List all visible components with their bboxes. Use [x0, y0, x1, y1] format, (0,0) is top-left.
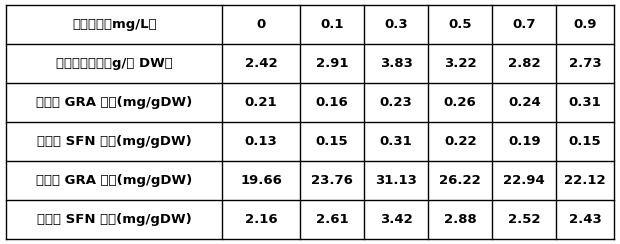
- Text: 26.22: 26.22: [440, 174, 481, 187]
- Text: 23.76: 23.76: [311, 174, 353, 187]
- Text: 2.42: 2.42: [245, 57, 277, 70]
- Text: 22.94: 22.94: [503, 174, 545, 187]
- Text: 0: 0: [257, 18, 266, 31]
- Text: 毛状根生物量（g/瓶 DW）: 毛状根生物量（g/瓶 DW）: [56, 57, 172, 70]
- Text: 0.24: 0.24: [508, 96, 541, 109]
- Text: 0.22: 0.22: [444, 135, 477, 148]
- Text: 0.3: 0.3: [384, 18, 408, 31]
- Text: 0.26: 0.26: [444, 96, 477, 109]
- Text: 0.13: 0.13: [245, 135, 277, 148]
- Text: 0.1: 0.1: [320, 18, 343, 31]
- Text: 19.66: 19.66: [240, 174, 282, 187]
- Text: 0.7: 0.7: [513, 18, 536, 31]
- Text: 22.12: 22.12: [564, 174, 606, 187]
- Text: 0.31: 0.31: [569, 96, 601, 109]
- Text: 0.15: 0.15: [569, 135, 601, 148]
- Text: 毛状根 GRA 含量(mg/gDW): 毛状根 GRA 含量(mg/gDW): [36, 96, 192, 109]
- Text: 0.23: 0.23: [379, 96, 412, 109]
- Text: 2.82: 2.82: [508, 57, 541, 70]
- Text: 2.43: 2.43: [569, 213, 601, 226]
- Text: 培养基 GRA 含量(mg/gDW): 培养基 GRA 含量(mg/gDW): [36, 174, 192, 187]
- Text: 3.42: 3.42: [379, 213, 412, 226]
- Text: 0.19: 0.19: [508, 135, 541, 148]
- Text: 0.31: 0.31: [379, 135, 412, 148]
- Text: 培养基 SFN 含量(mg/gDW): 培养基 SFN 含量(mg/gDW): [37, 213, 192, 226]
- Text: 甲硫氨酸（mg/L）: 甲硫氨酸（mg/L）: [72, 18, 156, 31]
- Text: 0.5: 0.5: [448, 18, 472, 31]
- Text: 2.88: 2.88: [444, 213, 477, 226]
- Text: 0.21: 0.21: [245, 96, 277, 109]
- Text: 0.15: 0.15: [316, 135, 348, 148]
- Text: 2.73: 2.73: [569, 57, 601, 70]
- Text: 3.22: 3.22: [444, 57, 477, 70]
- Text: 毛状根 SFN 含量(mg/gDW): 毛状根 SFN 含量(mg/gDW): [37, 135, 192, 148]
- Text: 2.61: 2.61: [316, 213, 348, 226]
- Text: 31.13: 31.13: [375, 174, 417, 187]
- Text: 0.16: 0.16: [316, 96, 348, 109]
- Text: 0.9: 0.9: [574, 18, 597, 31]
- Text: 3.83: 3.83: [379, 57, 412, 70]
- Text: 2.16: 2.16: [245, 213, 277, 226]
- Text: 2.91: 2.91: [316, 57, 348, 70]
- Text: 2.52: 2.52: [508, 213, 541, 226]
